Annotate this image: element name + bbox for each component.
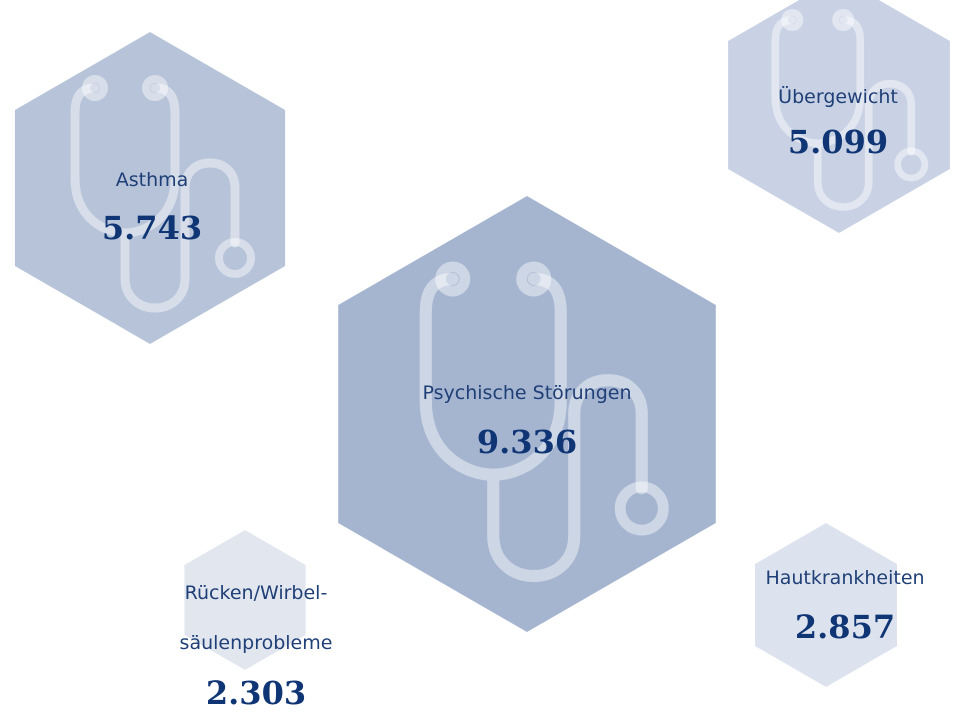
value-label: 5.743 bbox=[101, 209, 203, 247]
hexagon bbox=[728, 0, 950, 233]
stethoscope-icon bbox=[82, 75, 108, 101]
stethoscope-icon bbox=[142, 75, 168, 101]
category-label: Rücken/Wirbel- säulenprobleme bbox=[179, 582, 333, 654]
stethoscope-icon bbox=[215, 238, 255, 278]
value-label: 2.303 bbox=[205, 674, 307, 712]
value-label: 9.336 bbox=[476, 423, 578, 461]
category-label: Übergewicht bbox=[778, 86, 898, 108]
category-label: Psychische Störungen bbox=[422, 382, 632, 404]
hexagon bbox=[184, 530, 306, 670]
value-label: 5.099 bbox=[787, 123, 889, 161]
value-label: 2.857 bbox=[794, 608, 896, 646]
stethoscope-icon bbox=[894, 147, 929, 182]
hexagon bbox=[14, 32, 286, 344]
category-label: Hautkrankheiten bbox=[765, 567, 925, 589]
stethoscope-icon bbox=[435, 261, 471, 297]
hexagon bbox=[755, 523, 897, 687]
category-label: Asthma bbox=[115, 169, 189, 191]
hexagon bbox=[338, 196, 716, 632]
stethoscope-icon bbox=[419, 272, 648, 583]
stethoscope-icon bbox=[70, 83, 240, 313]
stethoscope-icon bbox=[771, 16, 916, 211]
stethoscope-icon bbox=[832, 8, 855, 32]
stethoscope-icon bbox=[614, 481, 669, 536]
stethoscope-icon bbox=[781, 8, 804, 32]
stethoscope-icon bbox=[516, 261, 552, 297]
